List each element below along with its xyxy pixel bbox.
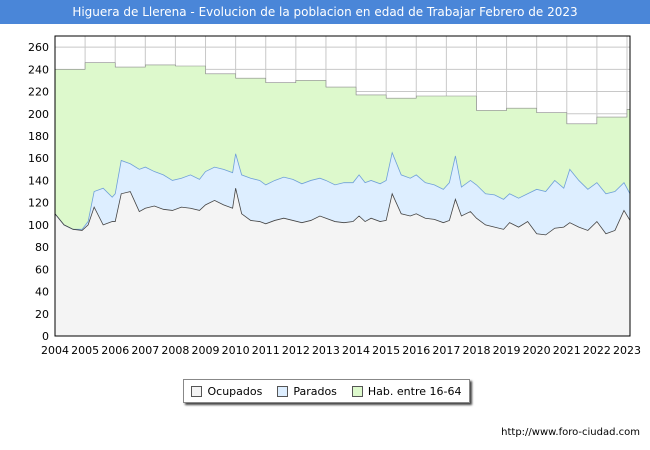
x-tick-label: 2014 (342, 344, 370, 354)
x-tick-label: 2017 (432, 344, 460, 354)
legend-label-ocupados: Ocupados (207, 384, 263, 398)
x-tick-label: 2020 (523, 344, 551, 354)
x-tick-label: 2022 (583, 344, 611, 354)
y-tick-label: 140 (28, 174, 49, 187)
y-tick-label: 160 (28, 152, 49, 165)
legend-item-hab: Hab. entre 16-64 (351, 384, 462, 398)
y-tick-label: 20 (35, 308, 49, 321)
x-tick-label: 2007 (131, 344, 159, 354)
y-tick-label: 60 (35, 263, 49, 276)
x-tick-label: 2010 (222, 344, 250, 354)
y-tick-label: 220 (28, 86, 49, 99)
parados-line (54, 151, 631, 230)
y-tick-label: 180 (28, 130, 49, 143)
ocupados-line (54, 188, 631, 236)
chart-title: Higuera de Llerena - Evolucion de la pob… (0, 0, 650, 24)
x-tick-label: 2019 (493, 344, 521, 354)
legend-item-ocupados: Ocupados (191, 385, 262, 398)
legend-label-hab: Hab. entre 16-64 (367, 384, 462, 398)
legend: Ocupados Parados Hab. entre 16-64 (183, 379, 470, 403)
x-tick-label: 2006 (101, 344, 129, 354)
legend-label-parados: Parados (293, 384, 337, 398)
legend-swatch-parados (277, 385, 289, 397)
y-tick-label: 80 (35, 241, 49, 254)
y-tick-label: 40 (35, 286, 49, 299)
x-tick-label: 2012 (282, 344, 310, 354)
x-tick-label: 2008 (161, 344, 189, 354)
y-tick-label: 100 (28, 219, 49, 232)
plot-border (54, 35, 631, 337)
x-tick-label: 2018 (462, 344, 490, 354)
y-tick-label: 260 (28, 41, 49, 54)
x-tick-label: 2023 (613, 344, 641, 354)
y-tick-label: 0 (42, 330, 49, 343)
x-tick-label: 2009 (192, 344, 220, 354)
chart: 0 20 40 60 80 100 120 140 160 180 200 220 240 260 200… (28, 35, 641, 354)
x-tick-label: 2004 (41, 344, 69, 354)
x-axis-ticks: 2004 2005 2006 2007 2008 2009 2010 2011 2012 2013… (41, 344, 641, 354)
x-tick-label: 2015 (372, 344, 400, 354)
x-tick-label: 2005 (71, 344, 99, 354)
legend-item-parados: Parados (277, 385, 337, 398)
x-tick-label: 2011 (252, 344, 280, 354)
x-tick-label: 2021 (553, 344, 581, 354)
y-tick-label: 240 (28, 63, 49, 76)
legend-swatch-ocupados (191, 385, 203, 397)
x-tick-label: 2013 (312, 344, 340, 354)
y-tick-label: 200 (28, 108, 49, 121)
y-axis-ticks: 0 20 40 60 80 100 120 140 160 180 200 220 240 260 (28, 41, 49, 343)
y-tick-label: 120 (28, 197, 49, 210)
x-tick-label: 2016 (402, 344, 430, 354)
source-link[interactable]: http://www.foro-ciudad.com (501, 427, 640, 438)
legend-swatch-hab (351, 385, 363, 397)
